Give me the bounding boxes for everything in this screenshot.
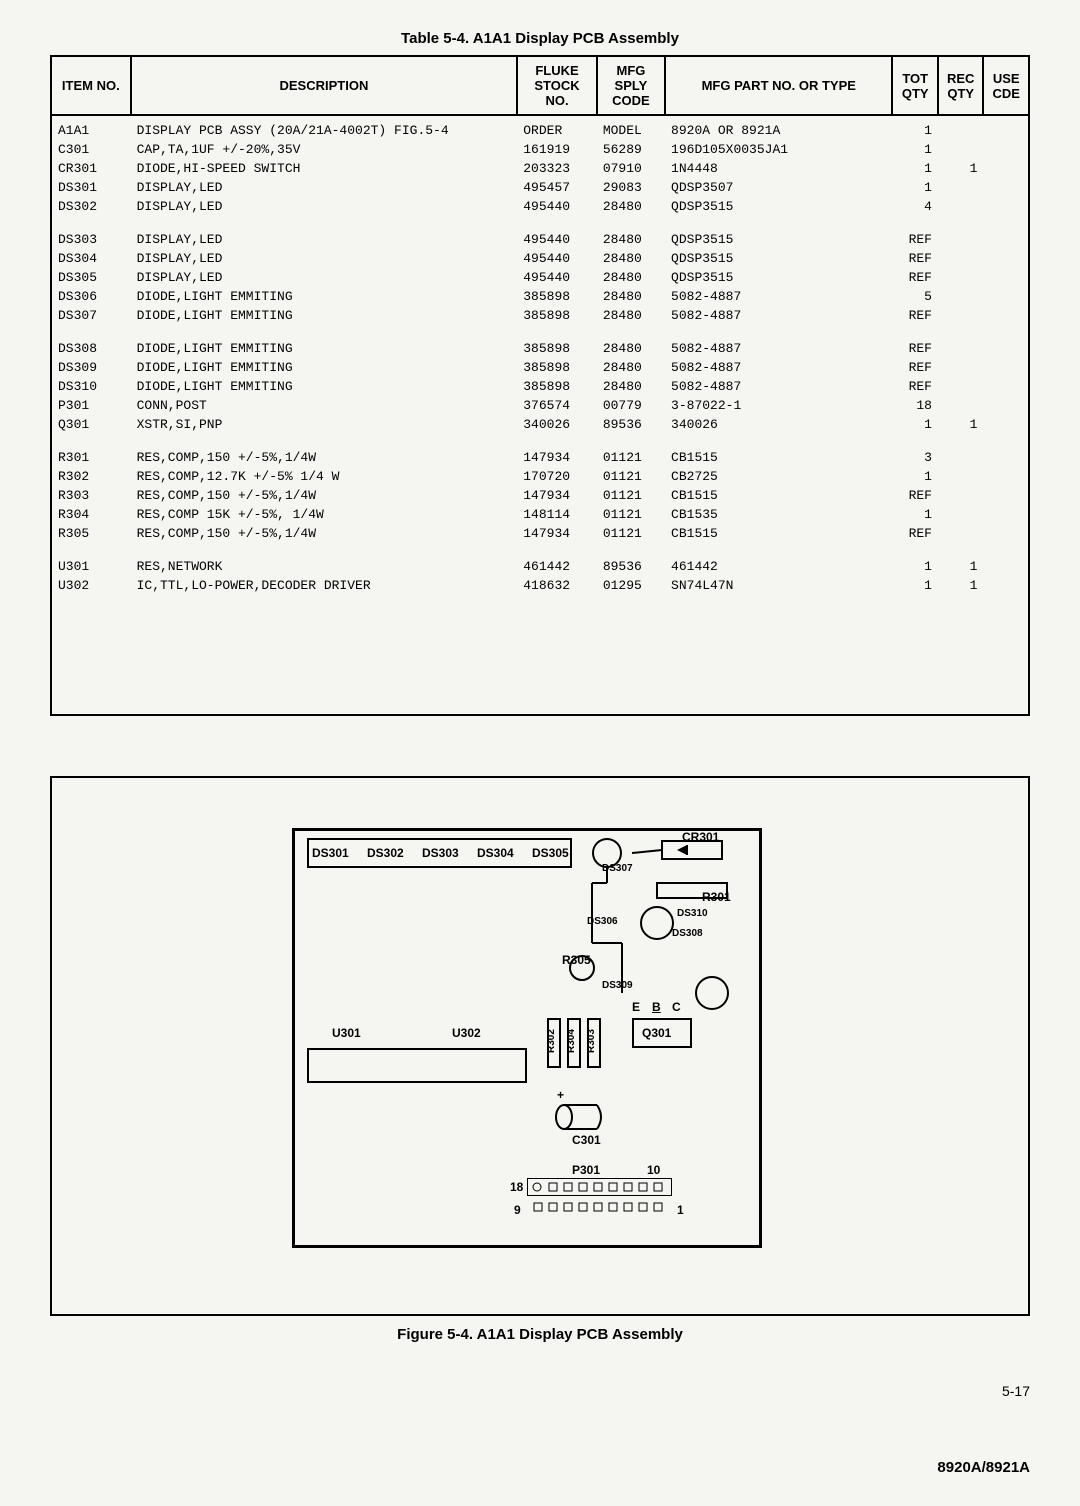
label-b: B [652,1000,661,1014]
label-u302: U302 [452,1026,481,1040]
label-ds301: DS301 [312,846,349,860]
table-title: Table 5-4. A1A1 Display PCB Assembly [50,30,1030,47]
label-r303: R303 [586,1029,597,1053]
label-ds309: DS309 [602,980,633,991]
label-pin18: 18 [510,1180,523,1194]
figure-caption: Figure 5-4. A1A1 Display PCB Assembly [50,1326,1030,1343]
label-q301: Q301 [642,1026,671,1040]
label-e: E [632,1000,640,1014]
label-ds305: DS305 [532,846,569,860]
label-p301: P301 [572,1163,600,1177]
table-row: A1A1DISPLAY PCB ASSY (20A/21A-4002T) FIG… [51,121,1029,140]
table-row: CR301DIODE,HI-SPEED SWITCH203323079101N4… [51,159,1029,178]
label-ds307: DS307 [602,863,633,874]
label-pin10: 10 [647,1163,660,1177]
label-r301: R301 [702,890,731,904]
header-desc: DESCRIPTION [131,56,518,115]
table-row: DS309DIODE,LIGHT EMMITING385898284805082… [51,358,1029,377]
table-row: DS302DISPLAY,LED49544028480QDSP35154 [51,197,1029,216]
header-mfg-part: MFG PART NO. OR TYPE [665,56,892,115]
label-ds310: DS310 [677,908,708,919]
table-row: DS308DIODE,LIGHT EMMITING385898284805082… [51,339,1029,358]
footer-model: 8920A/8921A [50,1459,1030,1476]
parts-table: ITEM NO. DESCRIPTION FLUKE STOCK NO. MFG… [50,55,1030,716]
table-row: U302IC,TTL,LO-POWER,DECODER DRIVER418632… [51,576,1029,595]
table-row: DS304DISPLAY,LED49544028480QDSP3515REF [51,249,1029,268]
header-mfg-code: MFG SPLY CODE [597,56,665,115]
table-row: DS305DISPLAY,LED49544028480QDSP3515REF [51,268,1029,287]
table-row: DS301DISPLAY,LED49545729083QDSP35071 [51,178,1029,197]
header-fluke: FLUKE STOCK NO. [517,56,597,115]
label-c301: C301 [572,1133,601,1147]
label-ds302: DS302 [367,846,404,860]
header-item: ITEM NO. [51,56,131,115]
header-tot: TOT QTY [892,56,937,115]
table-row: DS306DIODE,LIGHT EMMITING385898284805082… [51,287,1029,306]
label-r302: R302 [546,1029,557,1053]
label-pin1: 1 [677,1203,684,1217]
label-ds306: DS306 [587,916,618,927]
table-row: DS310DIODE,LIGHT EMMITING385898284805082… [51,377,1029,396]
page-number: 5-17 [50,1383,1030,1399]
table-row: R304RES,COMP 15K +/-5%, 1/4W14811401121C… [51,505,1029,524]
table-row: R303RES,COMP,150 +/-5%,1/4W14793401121CB… [51,486,1029,505]
table-row: R305RES,COMP,150 +/-5%,1/4W14793401121CB… [51,524,1029,543]
header-use: USE CDE [983,56,1029,115]
label-ds308: DS308 [672,928,703,939]
table-row: U301RES,NETWORK4614428953646144211 [51,557,1029,576]
label-plus: + [557,1088,564,1102]
label-r305: R305 [562,953,591,967]
header-rec: REC QTY [938,56,983,115]
table-row: DS303DISPLAY,LED49544028480QDSP3515REF [51,230,1029,249]
table-row: DS307DIODE,LIGHT EMMITING385898284805082… [51,306,1029,325]
table-row: C301CAP,TA,1UF +/-20%,35V16191956289196D… [51,140,1029,159]
label-pin9: 9 [514,1203,521,1217]
table-row: P301CONN,POST376574007793-87022-118 [51,396,1029,415]
label-c: C [672,1000,681,1014]
label-ds304: DS304 [477,846,514,860]
label-cr301: CR301 [682,830,719,844]
table-row: Q301XSTR,SI,PNP3400268953634002611 [51,415,1029,434]
pcb-diagram: DS301 DS302 DS303 DS304 DS305 CR301 DS30… [252,808,782,1268]
figure-box: DS301 DS302 DS303 DS304 DS305 CR301 DS30… [50,776,1030,1316]
table-row: R302RES,COMP,12.7K +/-5% 1/4 W1707200112… [51,467,1029,486]
label-r304: R304 [566,1029,577,1053]
label-ds303: DS303 [422,846,459,860]
label-u301: U301 [332,1026,361,1040]
table-row: R301RES,COMP,150 +/-5%,1/4W14793401121CB… [51,448,1029,467]
